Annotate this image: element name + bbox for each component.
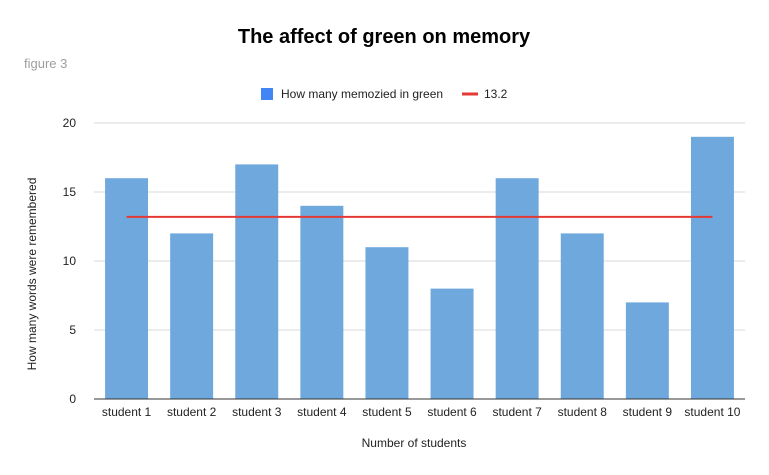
x-tick-label: student 10 — [684, 405, 740, 419]
bar — [430, 288, 474, 399]
x-tick-labels: student 1 student 2 student 3 student 4 stud… — [102, 405, 741, 419]
legend: How many memozied in green 13.2 — [261, 87, 508, 101]
y-tick-labels: 0 5 10 15 20 — [63, 116, 77, 406]
legend-bar-label: How many memozied in green — [281, 87, 443, 101]
y-tick-label: 10 — [63, 254, 77, 268]
x-tick-label: student 7 — [492, 405, 542, 419]
bar — [690, 136, 734, 400]
bar — [235, 164, 279, 399]
x-axis-label: Number of students — [362, 436, 467, 450]
bar — [560, 233, 604, 399]
y-tick-label: 0 — [69, 392, 76, 406]
x-tick-label: student 9 — [623, 405, 673, 419]
legend-bar-swatch — [261, 88, 273, 100]
x-tick-label: student 1 — [102, 405, 152, 419]
x-tick-label: student 8 — [558, 405, 608, 419]
bar — [365, 247, 409, 399]
y-tick-label: 15 — [63, 185, 77, 199]
x-tick-label: student 3 — [232, 405, 282, 419]
y-tick-label: 5 — [69, 323, 76, 337]
chart-subtitle: figure 3 — [24, 56, 67, 71]
bar — [300, 205, 344, 399]
bars — [105, 136, 734, 400]
y-tick-label: 20 — [63, 116, 77, 130]
x-tick-label: student 4 — [297, 405, 347, 419]
y-axis-label: How many words were remembered — [25, 178, 39, 371]
bar — [105, 178, 149, 399]
chart-title: The affect of green on memory — [238, 26, 531, 48]
bar — [170, 233, 214, 399]
x-tick-label: student 2 — [167, 405, 217, 419]
x-tick-label: student 6 — [427, 405, 477, 419]
bar — [495, 178, 539, 399]
legend-line-label: 13.2 — [484, 87, 508, 101]
x-tick-label: student 5 — [362, 405, 412, 419]
bar — [625, 302, 669, 399]
